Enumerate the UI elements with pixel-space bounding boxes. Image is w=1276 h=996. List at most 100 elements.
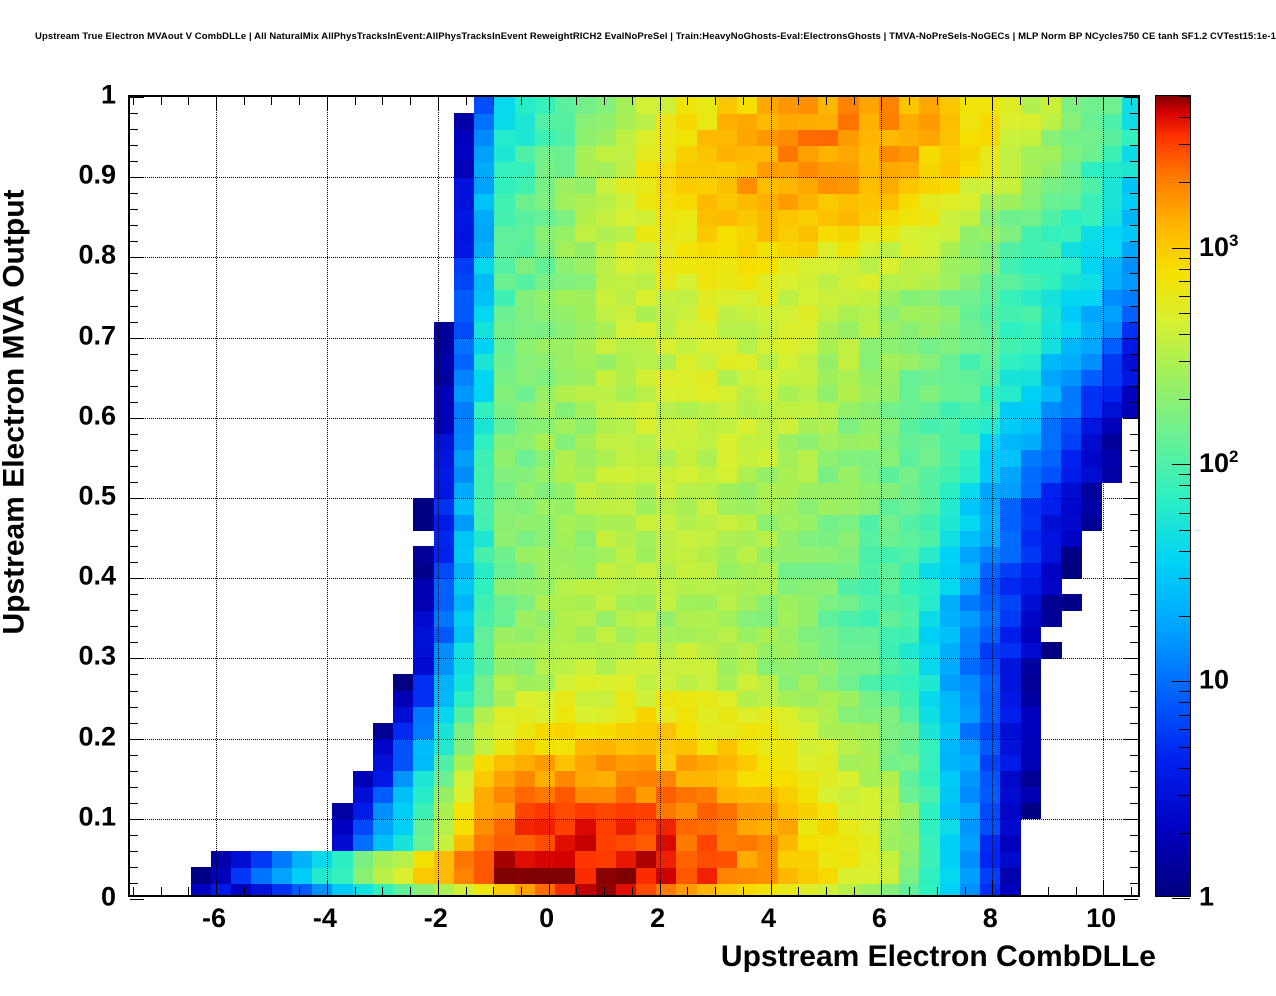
heatmap-bin [838,225,860,242]
heatmap-bin [1020,337,1042,355]
heatmap-bin [797,674,819,692]
grid-line-horizontal [130,818,1138,820]
heatmap-bin [575,257,597,275]
heatmap-bin [980,417,1001,435]
x-tick-minor [132,887,134,895]
heatmap-bin [413,738,435,756]
heatmap-bin [696,802,718,820]
heatmap-bin [797,321,819,339]
heatmap-bin [696,562,718,579]
heatmap-bin [636,129,657,146]
heatmap-bin [332,802,354,820]
heatmap-bin [1040,193,1062,210]
heatmap-bin [919,786,941,804]
heatmap-bin [453,530,475,547]
heatmap-bin [878,514,900,531]
heatmap-bin [797,465,819,483]
heatmap-bin [899,433,920,451]
heatmap-bin [1020,562,1042,579]
heatmap-bin [656,369,678,387]
heatmap-bin [534,145,556,162]
heatmap-bin [858,738,880,756]
heatmap-bin [737,498,759,515]
heatmap-bin [878,321,900,339]
heatmap-bin [858,385,880,403]
heatmap-bin [676,642,698,659]
heatmap-bin [615,433,637,451]
heatmap-bin [858,145,880,162]
heatmap-bin [959,289,981,307]
heatmap-bin [939,562,961,579]
heatmap-bin [858,754,880,772]
heatmap-bin [919,305,941,323]
heatmap-bin [1020,113,1042,130]
heatmap-bin [676,465,698,483]
heatmap-bin [919,882,941,895]
heatmap-bin [474,690,495,708]
heatmap-bin [838,770,860,788]
heatmap-bin [878,193,900,210]
heatmap-bin [595,722,617,740]
heatmap-bin [838,738,860,756]
heatmap-bin [980,498,1001,515]
heatmap-bin [433,401,455,419]
heatmap-bin [615,738,637,756]
heatmap-bin [1020,161,1042,178]
heatmap-bin [453,738,475,756]
heatmap-bin [393,882,414,895]
heatmap-bin [1081,273,1103,291]
heatmap-bin [838,882,860,895]
heatmap-bin [474,834,495,852]
y-tick-minor [130,321,138,323]
heatmap-bin [757,770,779,788]
heatmap-bin [595,289,617,307]
heatmap-bin [716,786,738,804]
x-tick-minor-top [160,97,162,105]
heatmap-bin [899,177,920,194]
heatmap-bin [656,658,678,676]
heatmap-bin [453,353,475,371]
heatmap-bin [696,738,718,756]
heatmap-bin [716,433,738,451]
heatmap-bin [595,802,617,820]
heatmap-bin [716,289,738,307]
heatmap-bin [534,594,556,611]
y-tick-minor-right [1130,449,1138,451]
heatmap-bin [777,465,799,483]
heatmap-bin [716,353,738,371]
heatmap-bin [878,385,900,403]
heatmap-bin [474,562,495,579]
heatmap-bin [453,658,475,676]
heatmap-bin [575,305,597,323]
heatmap-bin [656,161,678,178]
heatmap-bin [919,161,941,178]
heatmap-bin [939,481,961,499]
heatmap-bin [1040,273,1062,291]
heatmap-bin [939,594,961,611]
heatmap-bin [696,209,718,226]
heatmap-bin [919,193,941,210]
heatmap-bin [676,241,698,258]
heatmap-bin [777,706,799,724]
heatmap-bin [676,209,698,226]
y-tick-minor [130,594,138,596]
heatmap-bin [1081,177,1103,194]
heatmap-bin [838,514,860,531]
x-tick-major [548,881,550,895]
heatmap-bin [413,642,435,659]
heatmap-bin [1121,353,1138,371]
heatmap-bin [797,642,819,659]
heatmap-bin [777,882,799,895]
heatmap-bin [494,546,516,563]
heatmap-bin [1101,369,1123,387]
heatmap-bin [1000,401,1022,419]
heatmap-bin [615,594,637,611]
heatmap-bin [818,658,839,676]
heatmap-bin [555,578,576,595]
heatmap-bin [555,562,576,579]
heatmap-bin [676,321,698,339]
heatmap-bin [899,417,920,435]
heatmap-bin [534,786,556,804]
x-tick-minor [1020,887,1021,895]
x-tick-minor [798,887,800,895]
